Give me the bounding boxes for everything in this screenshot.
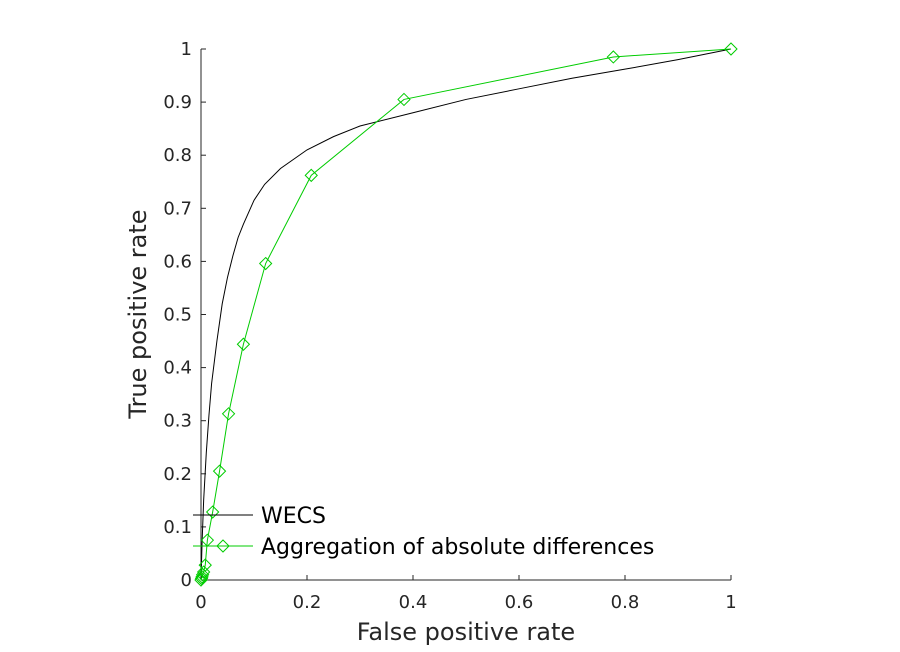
x-tick-label: 0.6 xyxy=(505,592,534,613)
y-tick-label: 0 xyxy=(181,570,192,591)
x-tick-label: 0.4 xyxy=(399,592,428,613)
data-point xyxy=(724,42,738,56)
x-tick-label: 1 xyxy=(725,592,736,613)
x-tick-label: 0.2 xyxy=(293,592,322,613)
data-point xyxy=(195,570,209,584)
y-tick-label: 0.4 xyxy=(163,358,192,379)
legend-label-aggregation: Aggregation of absolute differences xyxy=(261,535,654,560)
x-tick-label: 0.8 xyxy=(611,592,640,613)
y-tick-label: 0.3 xyxy=(163,411,192,432)
y-tick-label: 0.5 xyxy=(163,305,192,326)
y-tick-label: 0.7 xyxy=(163,198,192,219)
legend-marker-aggregation xyxy=(216,539,230,553)
data-point xyxy=(196,565,211,579)
y-tick-label: 0.2 xyxy=(163,464,192,485)
y-tick-label: 1 xyxy=(181,39,192,60)
series-line-1 xyxy=(200,48,732,581)
data-point xyxy=(236,337,251,351)
axes: 0 0.2 0.4 0.6 0.8 1 0 0.1 0.2 0.3 0.4 0.5 0.6 0.7 0.8 0… xyxy=(163,39,736,613)
x-axis-title: False positive rate xyxy=(357,618,575,646)
data-point xyxy=(258,256,273,271)
series-line-0 xyxy=(200,48,732,581)
data-point xyxy=(205,505,220,519)
plot-area xyxy=(194,42,738,587)
x-tick-label: 0 xyxy=(195,592,206,613)
data-point xyxy=(212,464,227,478)
data-point xyxy=(397,92,411,107)
y-tick-label: 0.9 xyxy=(163,92,192,113)
data-point xyxy=(221,407,236,421)
y-tick-label: 0.1 xyxy=(163,517,192,538)
legend-label-wecs: WECS xyxy=(261,504,326,529)
legend: WECS Aggregation of absolute differences xyxy=(193,504,654,560)
data-point xyxy=(198,558,212,572)
y-axis-title: True positive rate xyxy=(124,209,152,419)
y-tick-label: 0.6 xyxy=(163,251,192,272)
data-point xyxy=(606,50,621,64)
y-tick-label: 0.8 xyxy=(163,145,192,166)
data-point xyxy=(304,168,318,183)
